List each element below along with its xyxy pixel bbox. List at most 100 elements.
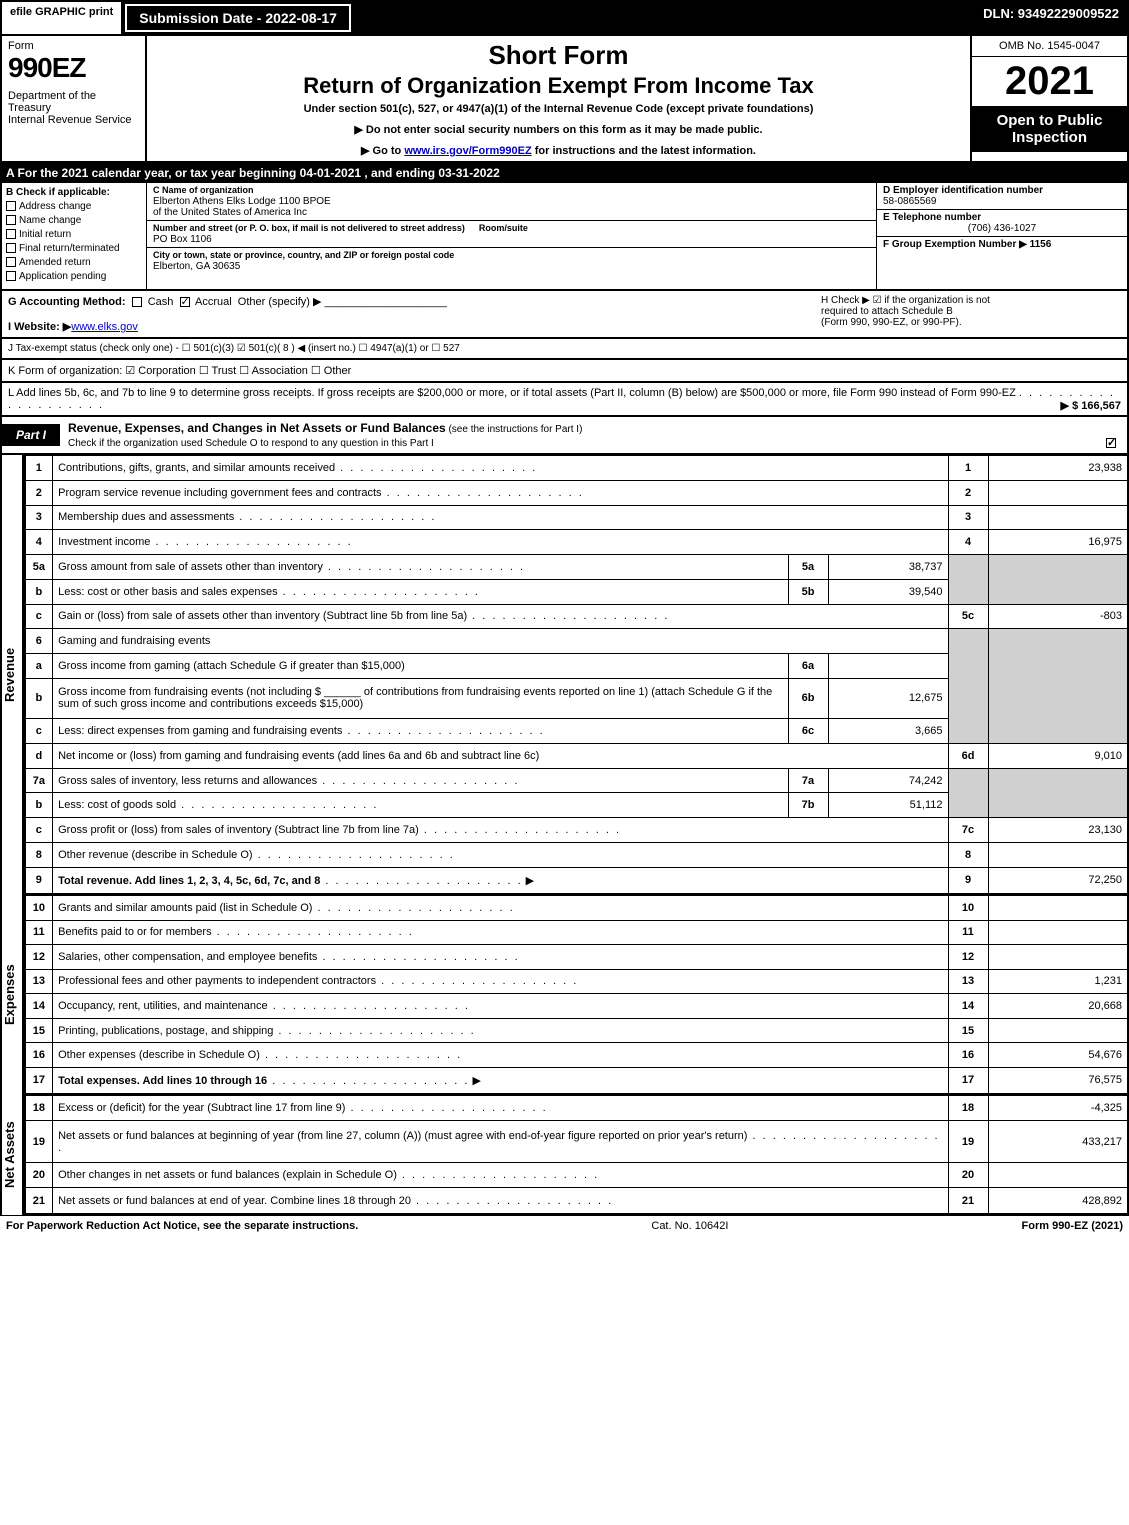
line-13: 13Professional fees and other payments t… <box>25 969 1128 994</box>
box-b: B Check if applicable: Address change Na… <box>2 183 147 289</box>
line-2: 2Program service revenue including gover… <box>25 480 1128 505</box>
topbar-spacer <box>353 2 975 34</box>
tel-label: E Telephone number <box>883 212 981 223</box>
line-15: 15Printing, publications, postage, and s… <box>25 1018 1128 1043</box>
org-name-value1: Elberton Athens Elks Lodge 1100 BPOE <box>153 196 331 207</box>
ein-label: D Employer identification number <box>883 185 1043 196</box>
check-app-pending[interactable]: Application pending <box>6 271 142 282</box>
accrual-checkbox[interactable] <box>180 297 190 307</box>
box-b-header: B Check if applicable: <box>6 187 142 198</box>
row-a-calendar-year: A For the 2021 calendar year, or tax yea… <box>0 163 1129 183</box>
form-word: Form <box>8 40 139 52</box>
header-left-block: Form 990EZ Department of the Treasury In… <box>2 36 147 161</box>
part-1-subtitle: Check if the organization used Schedule … <box>68 438 434 449</box>
netassets-section: Net Assets 18Excess or (deficit) for the… <box>0 1095 1129 1215</box>
row-l: L Add lines 5b, 6c, and 7b to line 9 to … <box>0 383 1129 417</box>
schedule-o-checkbox[interactable] <box>1106 438 1116 448</box>
check-address-change[interactable]: Address change <box>6 201 142 212</box>
part-1-header: Part I Revenue, Expenses, and Changes in… <box>0 417 1129 455</box>
ein-cell: D Employer identification number 58-0865… <box>877 183 1127 210</box>
tel-cell: E Telephone number (706) 436-1027 <box>877 210 1127 237</box>
irs-link[interactable]: www.irs.gov/Form990EZ <box>404 145 531 157</box>
line-3: 3Membership dues and assessments3 <box>25 505 1128 530</box>
line-1: 1Contributions, gifts, grants, and simil… <box>25 456 1128 481</box>
line-9: 9Total revenue. Add lines 1, 2, 3, 4, 5c… <box>25 867 1128 894</box>
footer-mid: Cat. No. 10642I <box>651 1220 728 1232</box>
irs-label: Internal Revenue Service <box>8 114 139 126</box>
omb-number: OMB No. 1545-0047 <box>972 36 1127 57</box>
tel-value: (706) 436-1027 <box>883 223 1121 234</box>
ein-value: 58-0865569 <box>883 196 936 207</box>
street-value: PO Box 1106 <box>153 234 212 245</box>
part-1-tab: Part I <box>2 424 60 446</box>
line-4: 4Investment income416,975 <box>25 530 1128 555</box>
revenue-table: 1Contributions, gifts, grants, and simil… <box>24 455 1129 895</box>
tax-year: 2021 <box>972 57 1127 106</box>
info-block: B Check if applicable: Address change Na… <box>0 183 1129 291</box>
line-11: 11Benefits paid to or for members11 <box>25 920 1128 945</box>
line-6d: dNet income or (loss) from gaming and fu… <box>25 743 1128 768</box>
form-header: Form 990EZ Department of the Treasury In… <box>0 36 1129 163</box>
room-label: Room/suite <box>479 223 528 233</box>
efile-print-label[interactable]: efile GRAPHIC print <box>2 2 123 34</box>
row-h-line2: required to attach Schedule B <box>821 306 1121 317</box>
org-name-label: C Name of organization <box>153 185 254 195</box>
box-c: C Name of organization Elberton Athens E… <box>147 183 877 289</box>
row-h: H Check ▶ ☑ if the organization is not r… <box>821 295 1121 333</box>
row-gh: G Accounting Method: Cash Accrual Other … <box>0 291 1129 339</box>
row-j: J Tax-exempt status (check only one) - ☐… <box>0 339 1129 360</box>
city-cell: City or town, state or province, country… <box>147 248 876 274</box>
website-link[interactable]: www.elks.gov <box>71 321 138 333</box>
ssn-warning: ▶ Do not enter social security numbers o… <box>155 123 962 136</box>
footer-left: For Paperwork Reduction Act Notice, see … <box>6 1220 358 1232</box>
main-title: Return of Organization Exempt From Incom… <box>155 73 962 99</box>
line-5a: 5aGross amount from sale of assets other… <box>25 555 1128 580</box>
dept-treasury: Department of the Treasury <box>8 90 139 114</box>
row-l-amount: ▶ $ 166,567 <box>1061 399 1121 412</box>
row-h-line3: (Form 990, 990-EZ, or 990-PF). <box>821 317 1121 328</box>
line-18: 18Excess or (deficit) for the year (Subt… <box>25 1096 1128 1121</box>
website-label: I Website: ▶ <box>8 321 71 333</box>
netassets-side-label: Net Assets <box>2 1095 24 1215</box>
revenue-section: Revenue 1Contributions, gifts, grants, a… <box>0 455 1129 895</box>
instructions-link[interactable]: ▶ Go to www.irs.gov/Form990EZ for instru… <box>155 144 962 157</box>
line-8: 8Other revenue (describe in Schedule O)8 <box>25 842 1128 867</box>
header-right-block: OMB No. 1545-0047 2021 Open to Public In… <box>972 36 1127 161</box>
row-l-text: L Add lines 5b, 6c, and 7b to line 9 to … <box>8 387 1016 399</box>
line-21: 21Net assets or fund balances at end of … <box>25 1188 1128 1214</box>
group-exempt-cell: F Group Exemption Number ▶ 1156 <box>877 237 1127 252</box>
org-name-cell: C Name of organization Elberton Athens E… <box>147 183 876 221</box>
box-def: D Employer identification number 58-0865… <box>877 183 1127 289</box>
page-footer: For Paperwork Reduction Act Notice, see … <box>0 1215 1129 1236</box>
line-14: 14Occupancy, rent, utilities, and mainte… <box>25 994 1128 1019</box>
check-amended-return[interactable]: Amended return <box>6 257 142 268</box>
check-initial-return[interactable]: Initial return <box>6 229 142 240</box>
part-1-title: Revenue, Expenses, and Changes in Net As… <box>60 417 1127 453</box>
revenue-side-label: Revenue <box>2 455 24 895</box>
check-name-change[interactable]: Name change <box>6 215 142 226</box>
line-10: 10Grants and similar amounts paid (list … <box>25 896 1128 921</box>
row-g: G Accounting Method: Cash Accrual Other … <box>8 295 821 333</box>
line-7c: cGross profit or (loss) from sales of in… <box>25 818 1128 843</box>
form-number: 990EZ <box>8 52 139 84</box>
expenses-section: Expenses 10Grants and similar amounts pa… <box>0 895 1129 1095</box>
city-value: Elberton, GA 30635 <box>153 261 240 272</box>
submission-date: Submission Date - 2022-08-17 <box>125 4 351 32</box>
line-19: 19Net assets or fund balances at beginni… <box>25 1121 1128 1163</box>
line-6: 6Gaming and fundraising events <box>25 629 1128 654</box>
check-final-return[interactable]: Final return/terminated <box>6 243 142 254</box>
other-method-label: Other (specify) ▶ <box>238 296 322 308</box>
line-17: 17Total expenses. Add lines 10 through 1… <box>25 1067 1128 1094</box>
group-exempt-label: F Group Exemption Number ▶ 1156 <box>883 239 1051 250</box>
expenses-side-label: Expenses <box>2 895 24 1095</box>
city-label: City or town, state or province, country… <box>153 250 454 260</box>
street-label: Number and street (or P. O. box, if mail… <box>153 223 465 233</box>
line-7a: 7aGross sales of inventory, less returns… <box>25 768 1128 793</box>
expenses-table: 10Grants and similar amounts paid (list … <box>24 895 1129 1095</box>
header-mid-block: Short Form Return of Organization Exempt… <box>147 36 972 161</box>
top-bar: efile GRAPHIC print Submission Date - 20… <box>0 0 1129 36</box>
cash-checkbox[interactable] <box>132 297 142 307</box>
netassets-table: 18Excess or (deficit) for the year (Subt… <box>24 1095 1129 1215</box>
dln-number: DLN: 93492229009522 <box>975 2 1127 34</box>
line-12: 12Salaries, other compensation, and empl… <box>25 945 1128 970</box>
